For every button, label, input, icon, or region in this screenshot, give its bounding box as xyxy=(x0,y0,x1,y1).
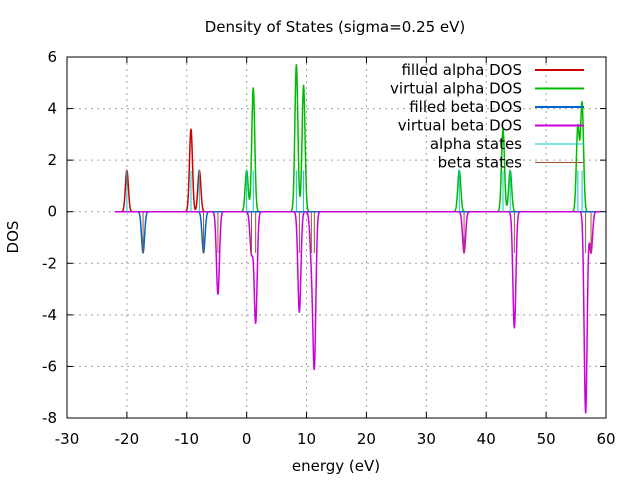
x-tick-label: 50 xyxy=(537,430,556,448)
x-tick-label: -30 xyxy=(55,430,80,448)
legend-label-filled-beta-dos: filled beta DOS xyxy=(409,98,522,116)
grid xyxy=(67,57,606,418)
plot-frame xyxy=(66,56,607,419)
y-tick-label: -6 xyxy=(42,357,57,375)
y-tick-label: -8 xyxy=(42,409,57,427)
x-axis-label: energy (eV) xyxy=(292,457,380,475)
x-tick-label: 20 xyxy=(357,430,376,448)
chart-title: Density of States (sigma=0.25 eV) xyxy=(205,18,466,36)
x-tick-label: -20 xyxy=(115,430,140,448)
y-tick-label: 0 xyxy=(47,203,57,221)
legend-label-beta-states: beta states xyxy=(438,154,523,172)
y-tick-label: -2 xyxy=(42,254,57,272)
virtual-beta-dos-line xyxy=(114,210,601,414)
legend-label-virtual-alpha-dos: virtual alpha DOS xyxy=(390,80,522,98)
y-axis-label: DOS xyxy=(4,221,22,254)
x-tick-label: 60 xyxy=(596,430,615,448)
x-tick-label: 0 xyxy=(242,430,252,448)
legend-label-filled-alpha-dos: filled alpha DOS xyxy=(401,61,522,79)
legend-label-virtual-beta-dos: virtual beta DOS xyxy=(398,117,522,135)
series-group xyxy=(114,63,601,414)
virtual-alpha-dos-line xyxy=(114,63,601,213)
state-markers-group xyxy=(126,170,592,253)
x-tick-label: 10 xyxy=(297,430,316,448)
y-tick-label: -4 xyxy=(42,306,57,324)
x-tick-label: 30 xyxy=(417,430,436,448)
x-tick-label: -10 xyxy=(175,430,200,448)
filled-alpha-dos-line xyxy=(114,128,601,213)
legend-label-alpha-states: alpha states xyxy=(430,135,522,153)
y-tick-label: 2 xyxy=(47,151,57,169)
x-tick-label: 40 xyxy=(477,430,496,448)
filled-beta-dos-line xyxy=(114,210,601,254)
y-tick-label: 6 xyxy=(47,48,57,66)
y-tick-label: 4 xyxy=(47,100,57,118)
